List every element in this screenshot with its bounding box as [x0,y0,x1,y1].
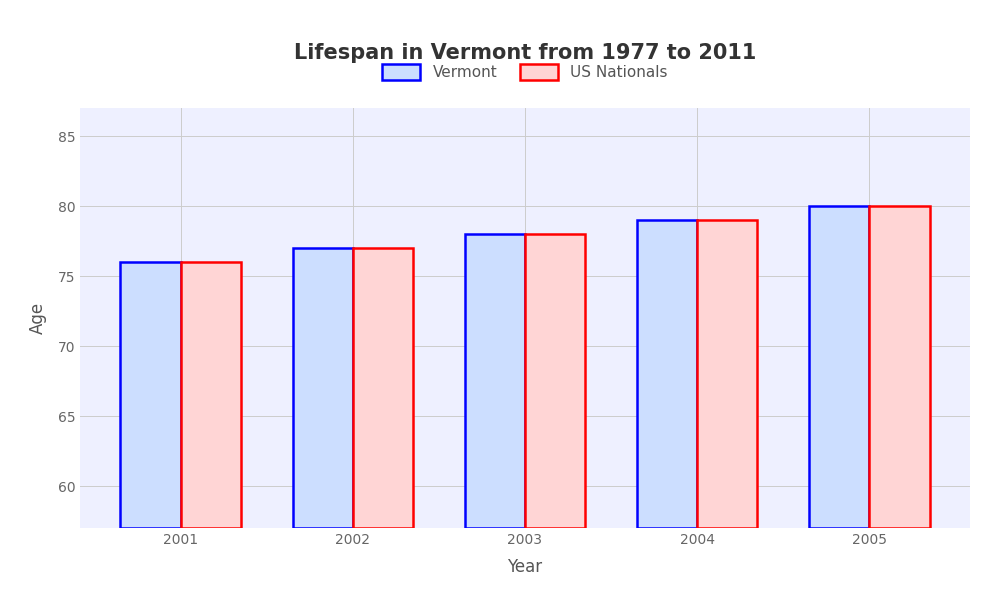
Bar [809,206,869,528]
Bar [293,248,353,528]
Bar [353,248,413,528]
Title: Lifespan in Vermont from 1977 to 2011: Lifespan in Vermont from 1977 to 2011 [294,43,756,64]
Bar [181,262,241,528]
Bar [120,262,181,528]
Bar [869,206,930,528]
X-axis label: Year: Year [507,558,543,576]
Bar [465,234,525,528]
Bar [697,220,757,528]
Bar [525,234,585,528]
Y-axis label: Age: Age [28,302,46,334]
Bar [637,220,697,528]
Legend: Vermont, US Nationals: Vermont, US Nationals [374,57,676,88]
